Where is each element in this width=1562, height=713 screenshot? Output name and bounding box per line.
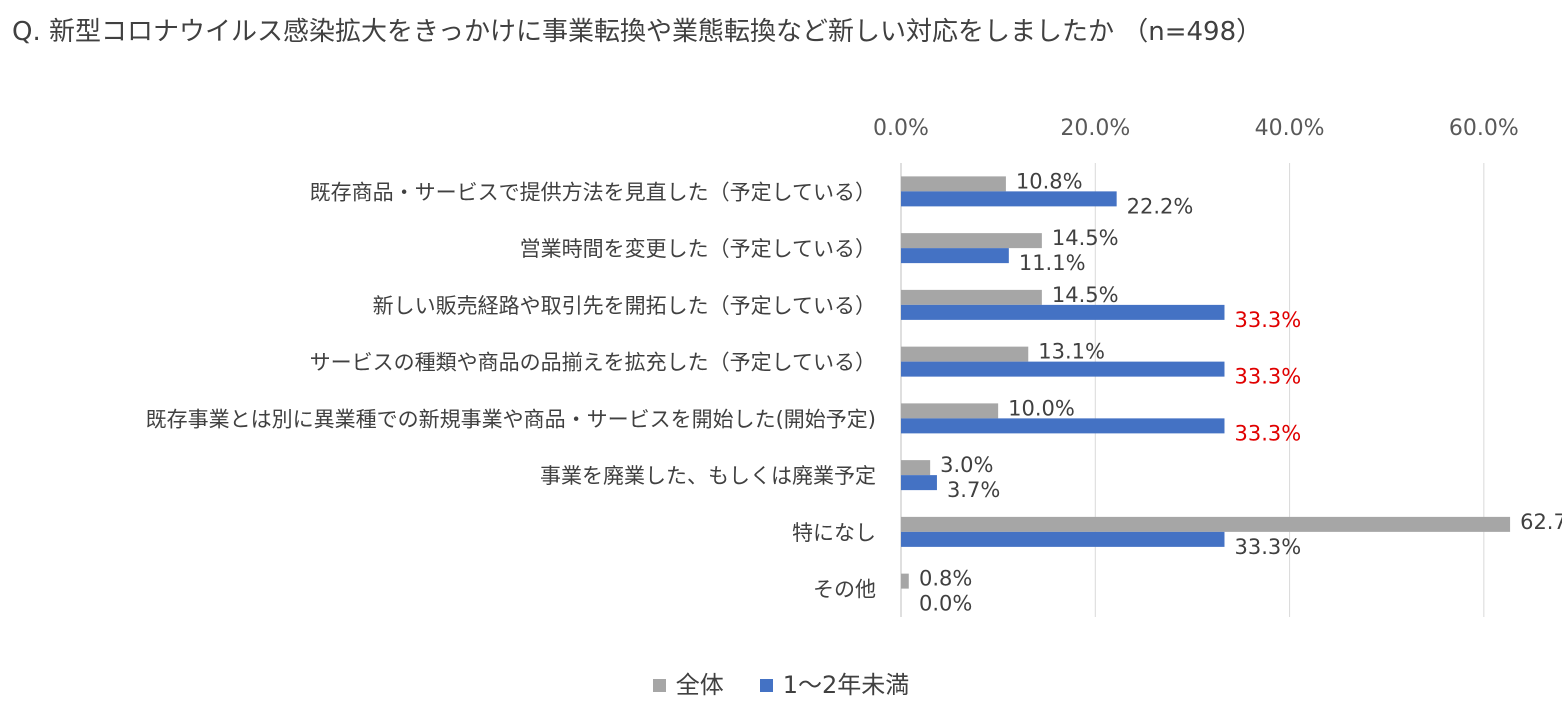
x-tick-label: 20.0% (1060, 116, 1130, 141)
data-label-1-2-years: 33.3% (1234, 535, 1301, 559)
gridlines (900, 163, 1485, 617)
bar-1-2-years (901, 191, 1117, 207)
legend-label-all: 全体 (675, 671, 724, 699)
bar-all (901, 176, 1006, 192)
bar-1-2-years (901, 304, 1225, 320)
legend-swatch-1-2-years (759, 678, 773, 692)
x-axis-ticks: 0.0% 20.0% 40.0% 60.0% (873, 116, 1519, 141)
category-label: 既存商品・サービスで提供方法を見直した（予定している） (310, 180, 876, 204)
category-label: その他 (813, 578, 876, 602)
bar-all (901, 573, 909, 589)
bars (901, 176, 1511, 589)
data-label-1-2-years: 33.3% (1234, 421, 1301, 445)
chart-title: Q. 新型コロナウイルス感染拡大をきっかけに事業転換や業態転換など新しい対応をし… (12, 17, 1263, 47)
data-label-all: 0.8% (919, 567, 972, 591)
x-tick-label: 60.0% (1449, 116, 1519, 141)
legend-label-1-2-years: 1〜2年未満 (782, 671, 910, 699)
data-label-all: 13.1% (1038, 340, 1105, 364)
data-label-all: 62.7% (1520, 510, 1562, 534)
category-label: 特になし (792, 521, 876, 545)
bar-1-2-years (901, 531, 1225, 547)
category-label: 事業を廃業した、もしくは廃業予定 (540, 464, 876, 488)
category-label: サービスの種類や商品の品揃えを拡充した（予定している） (310, 351, 876, 375)
data-label-all: 14.5% (1052, 226, 1119, 250)
bar-all (901, 346, 1029, 362)
category-label: 営業時間を変更した（予定している） (520, 237, 876, 261)
data-label-1-2-years: 0.0% (919, 592, 972, 616)
bar-all (901, 460, 931, 476)
x-tick-label: 0.0% (873, 116, 929, 141)
bar-all (901, 516, 1511, 532)
data-label-all: 3.0% (940, 453, 993, 477)
legend: 全体 1〜2年未満 (0, 670, 1562, 700)
data-label-1-2-years: 33.3% (1234, 308, 1301, 332)
data-label-1-2-years: 22.2% (1127, 194, 1194, 218)
bar-1-2-years (901, 418, 1225, 434)
bar-all (901, 233, 1042, 249)
data-label-all: 10.0% (1008, 396, 1075, 420)
bar-1-2-years (901, 361, 1225, 377)
data-label-1-2-years: 11.1% (1019, 251, 1086, 275)
data-label-1-2-years: 33.3% (1234, 365, 1301, 389)
category-label: 新しい販売経路や取引先を開拓した（予定している） (373, 294, 876, 318)
legend-swatch-all (652, 678, 666, 692)
data-label-all: 14.5% (1052, 283, 1119, 307)
legend-item-1-2-years: 1〜2年未満 (759, 670, 910, 700)
data-labels: 10.8%22.2%14.5%11.1%14.5%33.3%13.1%33.3%… (919, 169, 1562, 615)
data-label-all: 10.8% (1016, 169, 1083, 193)
legend-item-all: 全体 (652, 670, 724, 700)
category-label: 既存事業とは別に異業種での新規事業や商品・サービスを開始した(開始予定) (146, 407, 876, 431)
bar-1-2-years (901, 475, 937, 491)
bar-all (901, 289, 1042, 305)
data-label-1-2-years: 3.7% (947, 478, 1000, 502)
bar-1-2-years (901, 248, 1009, 264)
category-labels: 既存商品・サービスで提供方法を見直した（予定している） 営業時間を変更した（予定し… (146, 180, 876, 601)
bar-all (901, 403, 999, 419)
x-tick-label: 40.0% (1255, 116, 1325, 141)
